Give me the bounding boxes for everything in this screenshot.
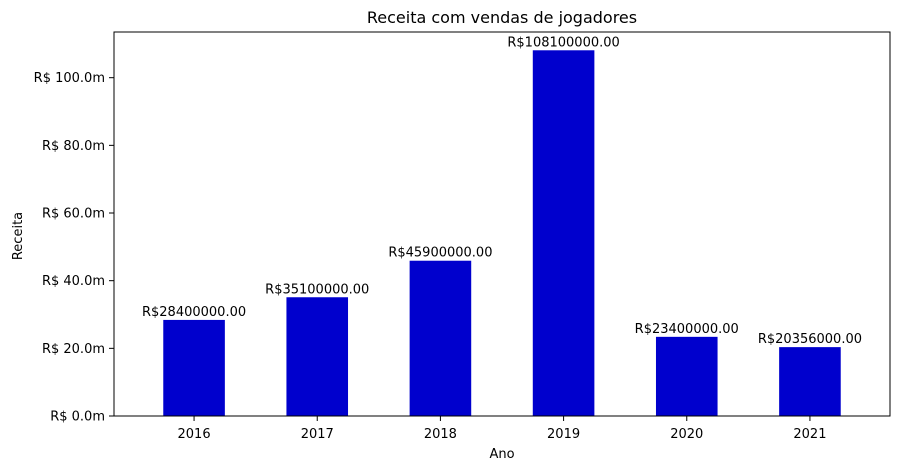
- chart-title: Receita com vendas de jogadores: [367, 8, 637, 27]
- y-axis-label: Receita: [11, 212, 26, 260]
- x-axis-label: Ano: [489, 447, 514, 462]
- y-tick-label-0: R$ 0.0m: [50, 410, 105, 425]
- x-tick-label-2017: 2017: [301, 427, 334, 442]
- y-tick-label-3: R$ 60.0m: [42, 207, 105, 222]
- bars-group: [163, 50, 841, 416]
- data-label-2018: R$45900000.00: [388, 246, 492, 261]
- bar-2020: [655, 336, 718, 416]
- bar-2017: [286, 297, 349, 416]
- data-label-2019: R$108100000.00: [507, 35, 619, 50]
- y-tick-label-5: R$ 100.0m: [34, 71, 105, 86]
- x-axis: 2016 2017 2018 2019 2020 2021: [178, 416, 826, 442]
- bar-2018: [409, 260, 472, 416]
- x-tick-label-2020: 2020: [670, 427, 703, 442]
- data-label-2021: R$20356000.00: [758, 332, 862, 347]
- x-tick-label-2021: 2021: [793, 427, 826, 442]
- data-label-2016: R$28400000.00: [142, 305, 246, 320]
- plot-area-frame: [113, 31, 891, 417]
- data-label-2020: R$23400000.00: [635, 322, 739, 337]
- x-tick-label-2019: 2019: [547, 427, 580, 442]
- bar-2016: [163, 319, 225, 416]
- y-tick-label-4: R$ 80.0m: [42, 139, 105, 154]
- y-tick-label-1: R$ 20.0m: [42, 342, 105, 357]
- bar-2021: [779, 347, 841, 416]
- x-tick-label-2018: 2018: [424, 427, 457, 442]
- y-axis: R$ 0.0m R$ 20.0m R$ 40.0m R$ 60.0m R$ 80.0m R…: [34, 71, 114, 425]
- data-labels-group: R$28400000.00 R$35100000.00 R$45900000.00 R…: [142, 35, 862, 347]
- data-label-2017: R$35100000.00: [265, 282, 369, 297]
- x-tick-label-2016: 2016: [178, 427, 211, 442]
- bar-2019: [532, 50, 595, 416]
- y-tick-label-2: R$ 40.0m: [42, 274, 105, 289]
